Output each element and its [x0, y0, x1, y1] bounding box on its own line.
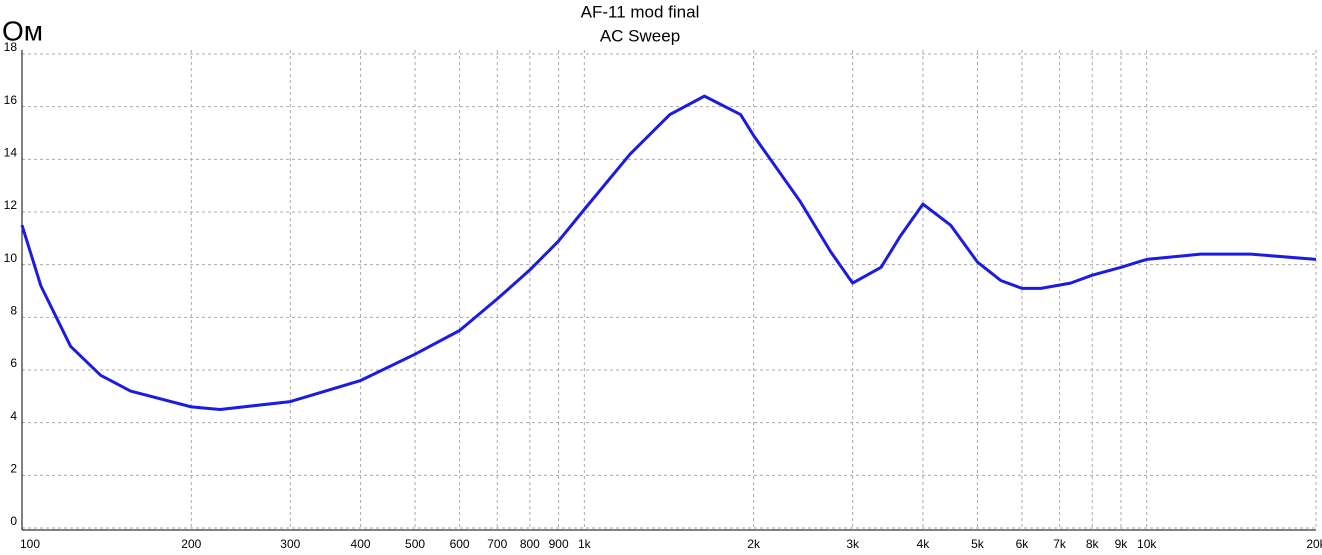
- x-tick-label: 7k: [1053, 537, 1067, 551]
- chart-subtitle: AC Sweep: [600, 26, 680, 45]
- x-tick-label: 2k: [747, 537, 761, 551]
- x-tick-label: 200: [181, 537, 201, 551]
- y-tick-label: 2: [10, 462, 17, 476]
- x-tick-label: 6k: [1016, 537, 1030, 551]
- x-tick-label: 4k: [917, 537, 931, 551]
- y-tick-label: 6: [10, 356, 17, 370]
- chart-title: AF-11 mod final: [581, 2, 700, 21]
- y-tick-label: 8: [10, 304, 17, 318]
- y-tick-label: 14: [4, 146, 18, 160]
- x-tick-label: 900: [549, 537, 569, 551]
- x-tick-label: 600: [450, 537, 470, 551]
- x-tick-label: 700: [487, 537, 507, 551]
- y-tick-label: 0: [10, 514, 17, 528]
- y-tick-label: 18: [4, 40, 18, 54]
- x-tick-label: 3k: [846, 537, 860, 551]
- y-tick-label: 10: [4, 251, 18, 265]
- x-tick-label: 9k: [1115, 537, 1129, 551]
- data-line: [20, 94, 1317, 411]
- x-tick-label: 400: [351, 537, 371, 551]
- x-tick-label: 8k: [1086, 537, 1100, 551]
- x-tick-label: 1k: [578, 537, 592, 551]
- y-axis-label: Ом: [2, 15, 43, 46]
- x-tick-label: 300: [280, 537, 300, 551]
- y-tick-label: 12: [4, 198, 18, 212]
- x-tick-label: 800: [520, 537, 540, 551]
- x-tick-label: 500: [405, 537, 425, 551]
- x-tick-label: 20k: [1306, 537, 1322, 551]
- x-tick-label: 5k: [971, 537, 985, 551]
- y-tick-label: 4: [10, 409, 17, 423]
- x-tick-label: 100: [20, 537, 40, 551]
- x-tick-label: 10k: [1137, 537, 1157, 551]
- y-tick-label: 16: [4, 93, 18, 107]
